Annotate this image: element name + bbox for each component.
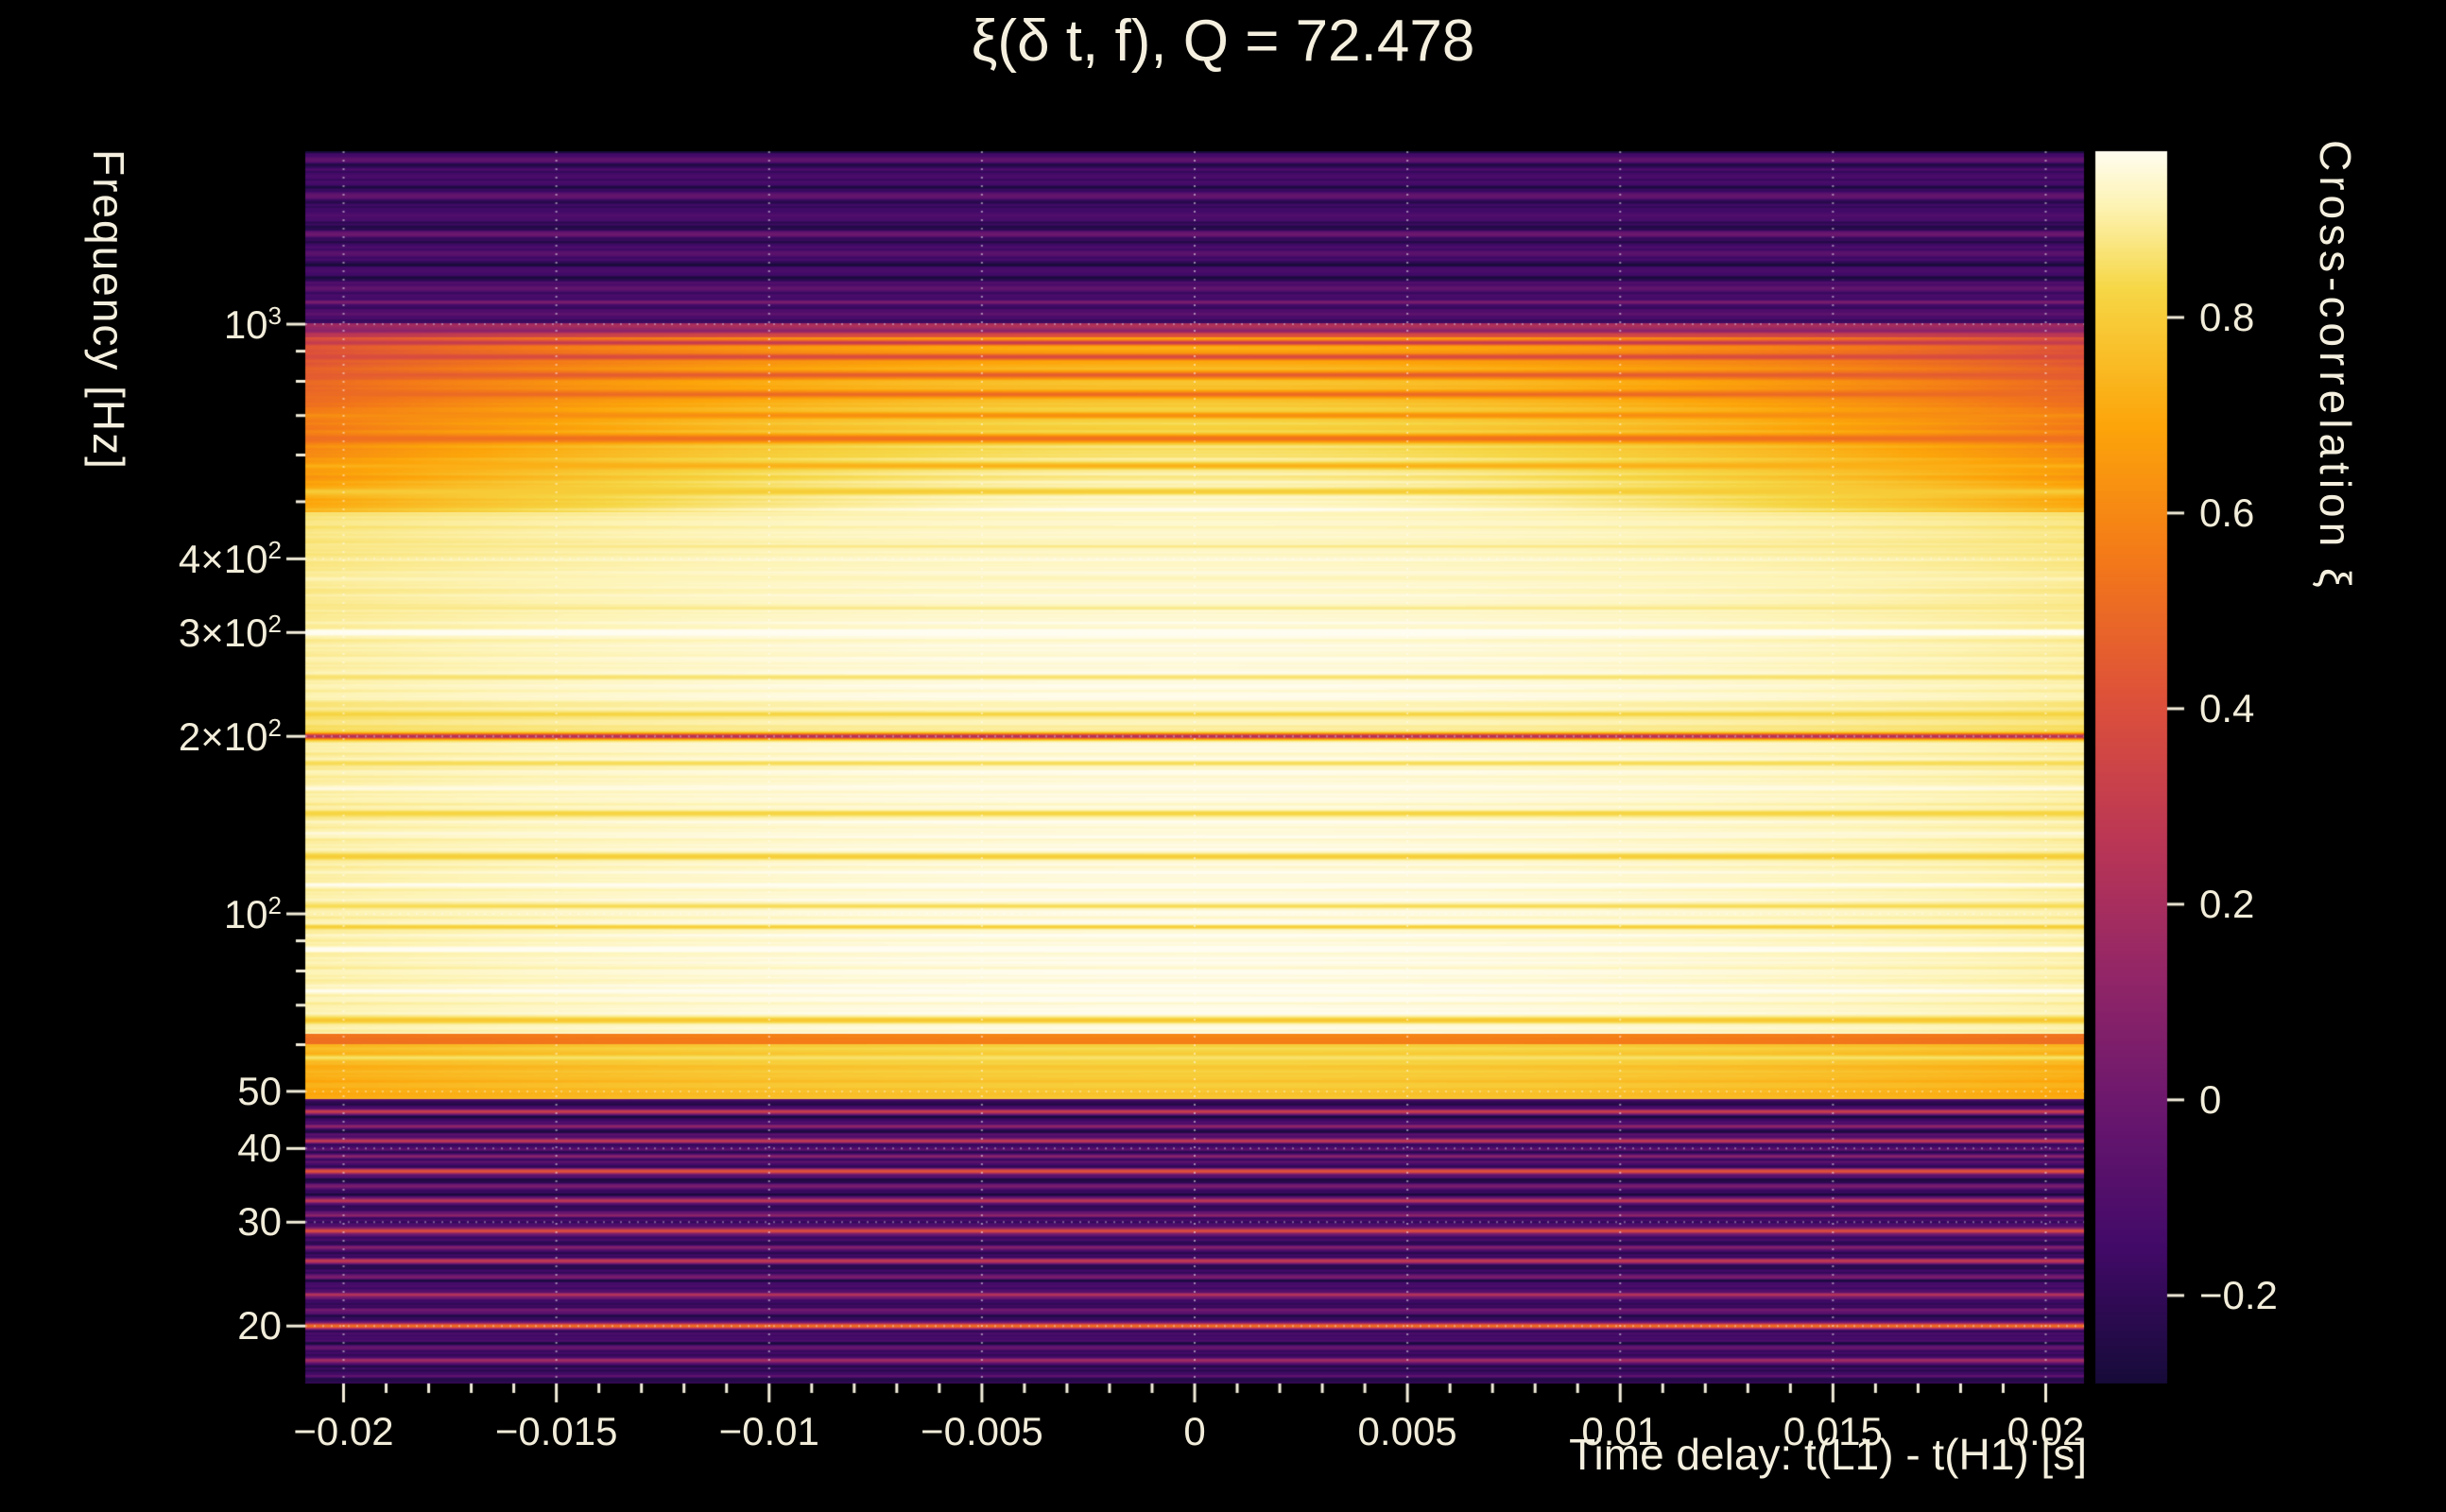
y-tick-label: 50 bbox=[237, 1068, 282, 1113]
x-tick-label: −0.01 bbox=[718, 1409, 819, 1453]
x-tick-label: 0.005 bbox=[1357, 1409, 1457, 1453]
colorbar-label: Cross-correlation ξ bbox=[2311, 140, 2360, 593]
y-tick-label: 40 bbox=[237, 1125, 282, 1171]
y-tick-label: 103 bbox=[223, 301, 282, 348]
y-tick-label: 3×102 bbox=[178, 610, 282, 656]
x-tick-label: 0.02 bbox=[2007, 1409, 2085, 1453]
x-tick-label: −0.02 bbox=[293, 1409, 394, 1453]
y-tick-label: 30 bbox=[237, 1199, 282, 1245]
y-axis-label: Frequency [Hz] bbox=[84, 149, 133, 471]
y-tick-label: 102 bbox=[223, 891, 282, 937]
x-tick-label: 0 bbox=[1183, 1409, 1206, 1453]
x-tick-label: 0.01 bbox=[1581, 1409, 1660, 1453]
chart-title: ξ(δ t, f), Q = 72.478 bbox=[971, 9, 1475, 74]
y-tick-label: 2×102 bbox=[178, 713, 282, 760]
x-tick-label: −0.015 bbox=[494, 1409, 618, 1453]
colorbar-tick-label: 0.8 bbox=[2199, 294, 2255, 339]
colorbar-tick-label: 0.2 bbox=[2199, 881, 2255, 926]
colorbar-tick-label: −0.2 bbox=[2199, 1272, 2278, 1317]
colorbar-tick-label: 0 bbox=[2199, 1076, 2222, 1122]
y-tick-label: 4×102 bbox=[178, 536, 282, 582]
x-tick-label: −0.005 bbox=[921, 1409, 1043, 1453]
x-tick-label: 0.015 bbox=[1783, 1409, 1883, 1453]
colorbar-tick-label: 0.6 bbox=[2199, 490, 2255, 535]
y-tick-label: 20 bbox=[237, 1303, 282, 1349]
colorbar-tick-label: 0.4 bbox=[2199, 685, 2255, 730]
x-axis-label: Time delay: t(L1) - t(H1) [s] bbox=[1569, 1430, 2087, 1479]
